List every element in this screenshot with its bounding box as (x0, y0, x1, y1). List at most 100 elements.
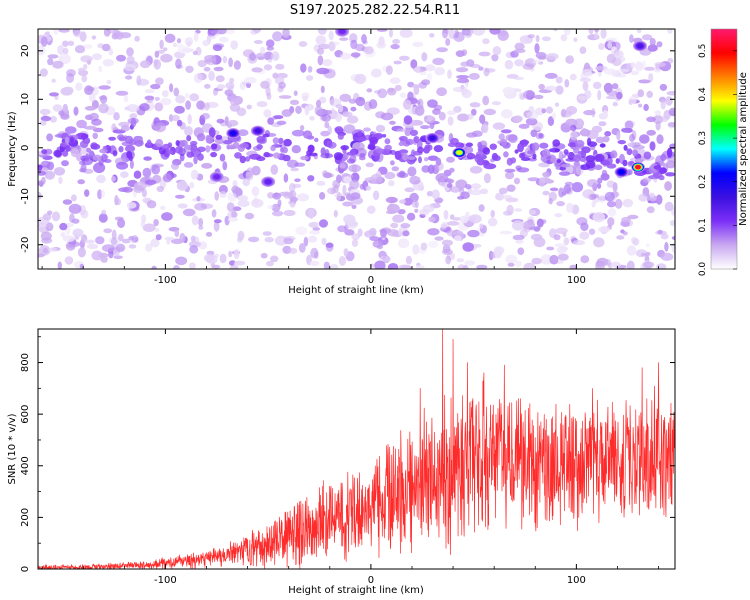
heatmap-cell (422, 204, 435, 213)
heatmap-cell (481, 123, 489, 134)
heatmap-cell (160, 97, 172, 106)
heatmap-cell (77, 67, 86, 72)
heatmap-cell (219, 153, 226, 162)
heatmap-cell (95, 236, 105, 245)
heatmap-hotspot-layer (254, 128, 261, 134)
heatmap-cell (455, 67, 469, 73)
heatmap-cell (579, 46, 587, 54)
heatmap-cell (194, 202, 207, 211)
heatmap-cell (370, 68, 382, 78)
heatmap-cell (429, 33, 435, 38)
heatmap-cell (426, 72, 433, 82)
heatmap-cell (163, 47, 168, 52)
heatmap-cell (208, 127, 216, 138)
heatmap-cell (369, 227, 377, 236)
heatmap-cell (224, 89, 234, 97)
heatmap-cell (492, 155, 501, 162)
heatmap-cell (374, 260, 386, 269)
heatmap-cell (500, 129, 512, 134)
heatmap-cell (224, 215, 230, 226)
heatmap-cell (667, 29, 673, 34)
heatmap-cell (84, 105, 97, 111)
heatmap-cell (189, 262, 196, 269)
heatmap-cell (99, 148, 108, 154)
heatmap-cell (552, 112, 556, 120)
heatmap-cell (262, 231, 272, 236)
heatmap-cell (190, 140, 198, 146)
heatmap-cell (62, 150, 69, 157)
heatmap-cell (573, 37, 578, 43)
heatmap-cell (58, 176, 63, 185)
heatmap-cell (325, 242, 334, 248)
x-tick-label: 100 (567, 275, 586, 286)
heatmap-cell (349, 179, 360, 190)
heatmap-cell (270, 255, 279, 263)
heatmap-cell (219, 253, 227, 264)
heatmap-cell (453, 105, 462, 113)
heatmap-cell (604, 131, 612, 137)
heatmap-cell (515, 260, 522, 267)
heatmap-cell (522, 63, 535, 70)
heatmap-cell (530, 129, 538, 138)
heatmap-cell (155, 77, 164, 86)
heatmap-cell (62, 40, 69, 47)
heatmap-cell (388, 180, 395, 187)
heatmap-cell (118, 136, 127, 142)
heatmap-cell (133, 170, 142, 179)
heatmap-cell (366, 88, 373, 93)
heatmap-cell (460, 191, 470, 199)
heatmap-cell (445, 255, 452, 265)
heatmap-cell (112, 150, 118, 156)
heatmap-cell (491, 54, 499, 62)
heatmap-cell (465, 184, 472, 190)
heatmap-cell (53, 29, 59, 36)
heatmap-cell (471, 130, 483, 137)
heatmap-cell (612, 182, 618, 192)
heatmap-cell (418, 81, 427, 89)
heatmap-cell (93, 162, 106, 173)
heatmap-cell (590, 193, 600, 199)
heatmap-hotspot-layer (230, 130, 237, 136)
heatmap-cell (276, 120, 287, 126)
heatmap-cell (515, 165, 522, 171)
heatmap-cell (110, 237, 118, 246)
heatmap-cell (253, 40, 263, 44)
heatmap-cell (320, 130, 330, 137)
heatmap-cell (565, 56, 571, 63)
heatmap-cell (517, 247, 525, 255)
heatmap-cell (442, 29, 448, 39)
heatmap-cell (469, 189, 483, 196)
heatmap-cell (415, 265, 425, 269)
heatmap-cell (630, 70, 639, 76)
heatmap-cell (139, 60, 151, 69)
heatmap-cell (532, 59, 542, 64)
heatmap-cell (251, 198, 264, 208)
heatmap-cell (57, 45, 64, 55)
heatmap-cell (52, 60, 64, 69)
heatmap-cell (361, 34, 367, 44)
heatmap-cell (435, 157, 442, 166)
heatmap-cell (213, 66, 224, 72)
heatmap-cell (319, 219, 328, 228)
heatmap-cell (367, 144, 376, 150)
heatmap-cell (103, 228, 113, 234)
heatmap-cell (239, 143, 249, 149)
heatmap-hotspot (335, 29, 350, 37)
heatmap-cell (309, 115, 315, 121)
heatmap-cell (600, 159, 610, 166)
heatmap-cell (382, 134, 387, 138)
heatmap-cell (435, 173, 449, 183)
heatmap-cell (548, 148, 561, 153)
heatmap-cell (38, 222, 47, 230)
heatmap-cell (407, 156, 416, 161)
heatmap-cell (389, 197, 396, 203)
heatmap-cell (211, 29, 218, 35)
heatmap-cell (567, 151, 575, 160)
heatmap-cell (512, 220, 524, 231)
heatmap-cell (598, 121, 607, 127)
heatmap-cell (80, 55, 93, 63)
heatmap-cell (414, 201, 419, 208)
heatmap-cell (272, 192, 282, 200)
heatmap-cell (544, 72, 558, 79)
heatmap-cell (337, 225, 347, 233)
